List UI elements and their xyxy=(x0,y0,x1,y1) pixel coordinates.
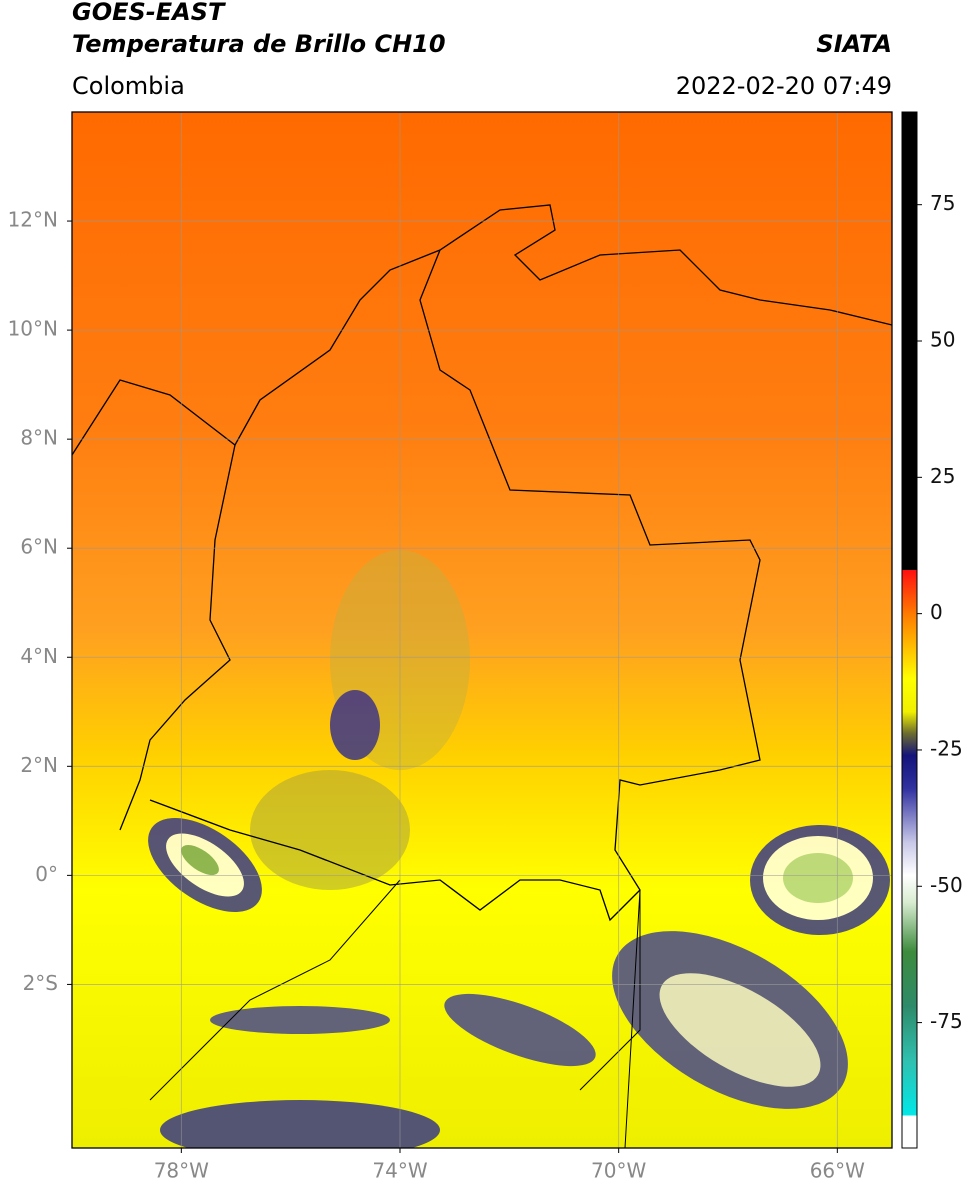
colorbar-tick-label: 75 xyxy=(930,191,955,215)
map-frame xyxy=(71,111,893,1149)
colorbar-tick-label: -50 xyxy=(930,873,963,897)
colorbar-tick-label: -25 xyxy=(930,736,963,760)
y-tick-label: 0° xyxy=(35,862,58,886)
colorbar-tick-label: 25 xyxy=(930,464,955,488)
y-tick-label: 2°N xyxy=(20,753,58,777)
y-tick-label: 10°N xyxy=(8,317,58,341)
colorbar-tick-label: 0 xyxy=(930,600,943,624)
source: SIATA xyxy=(816,30,892,58)
x-tick-label: 74°W xyxy=(372,1159,427,1183)
y-tick-label: 6°N xyxy=(20,535,58,559)
x-tick-label: 78°W xyxy=(154,1159,209,1183)
colorbar xyxy=(901,111,918,1149)
region: Colombia xyxy=(72,72,185,100)
y-tick-label: 2°S xyxy=(23,971,58,995)
x-tick-label: 66°W xyxy=(810,1159,865,1183)
y-tick-label: 12°N xyxy=(8,208,58,232)
title: GOES-EAST xyxy=(72,0,226,26)
subtitle: Temperatura de Brillo CH10 xyxy=(72,30,446,58)
y-tick-label: 4°N xyxy=(20,644,58,668)
y-tick-label: 8°N xyxy=(20,426,58,450)
timestamp: 2022-02-20 07:49 xyxy=(676,72,892,100)
colorbar-tick-label: -75 xyxy=(930,1009,963,1033)
satellite-image xyxy=(72,112,892,1148)
colorbar-tick-label: 50 xyxy=(930,328,955,352)
x-tick-label: 70°W xyxy=(591,1159,646,1183)
